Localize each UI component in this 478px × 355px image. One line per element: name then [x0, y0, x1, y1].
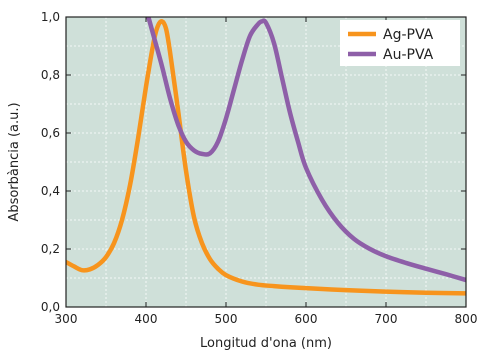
x-tick-label: 800	[455, 312, 478, 326]
y-tick-label: 0,2	[41, 242, 60, 256]
x-tick-label: 300	[55, 312, 78, 326]
tick-labels: 300 400 500 600 700 800 0,0 0,2 0,4 0,6 0,8 1,0	[41, 10, 478, 326]
y-tick-label: 0,0	[41, 300, 60, 314]
legend-box	[340, 20, 460, 66]
y-tick-label: 0,6	[41, 126, 60, 140]
series-line-au-pva	[146, 17, 466, 283]
x-tick-label: 400	[135, 312, 158, 326]
x-tick-label: 500	[215, 312, 238, 326]
series-layer	[66, 17, 466, 296]
x-tick-label: 600	[295, 312, 318, 326]
y-tick-label: 1,0	[41, 10, 60, 24]
x-tick-label: 700	[375, 312, 398, 326]
x-axis-title: Longitud d'ona (nm)	[200, 336, 332, 351]
legend-label-ag-pva: Ag-PVA	[383, 27, 434, 43]
y-tick-label: 0,8	[41, 68, 60, 82]
y-axis-title: Absorbància (a.u.)	[7, 102, 22, 221]
axis-ticks	[65, 16, 467, 308]
legend: Ag-PVA Au-PVA	[340, 20, 460, 66]
series-line-ag-pva	[66, 19, 466, 296]
legend-label-au-pva: Au-PVA	[383, 47, 434, 63]
y-tick-label: 0,4	[41, 184, 60, 198]
plot-frame	[65, 16, 467, 308]
